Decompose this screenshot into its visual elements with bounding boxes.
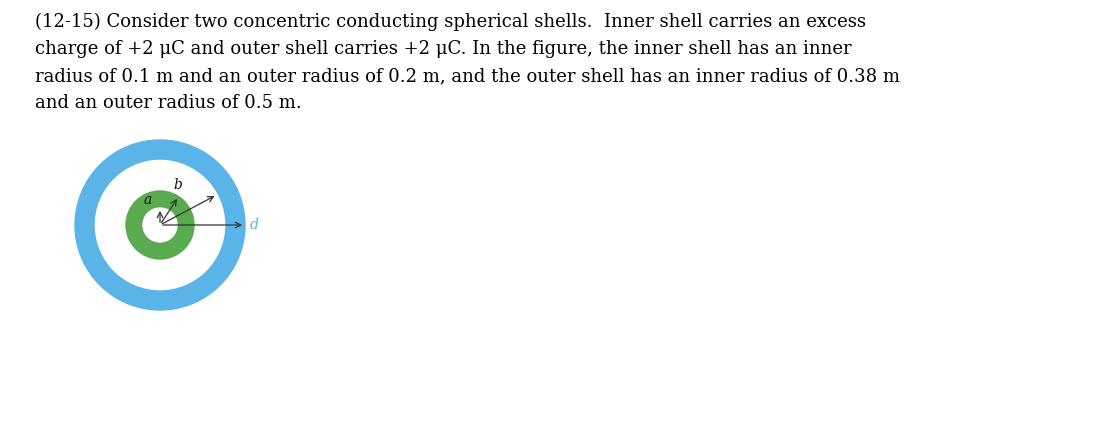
Text: and an outer radius of 0.5 m.: and an outer radius of 0.5 m. (35, 94, 302, 112)
Circle shape (75, 140, 245, 310)
Circle shape (95, 160, 225, 289)
Circle shape (143, 208, 177, 242)
Text: b: b (173, 178, 182, 193)
Circle shape (126, 191, 194, 259)
Text: charge of +2 μC and outer shell carries +2 μC. In the figure, the inner shell ha: charge of +2 μC and outer shell carries … (35, 40, 851, 58)
Text: (12-15) Consider two concentric conducting spherical shells.  Inner shell carrie: (12-15) Consider two concentric conducti… (35, 13, 866, 31)
Text: d: d (250, 218, 259, 232)
Text: a: a (144, 193, 152, 207)
Text: c: c (222, 186, 229, 200)
Text: radius of 0.1 m and an outer radius of 0.2 m, and the outer shell has an inner r: radius of 0.1 m and an outer radius of 0… (35, 67, 900, 85)
